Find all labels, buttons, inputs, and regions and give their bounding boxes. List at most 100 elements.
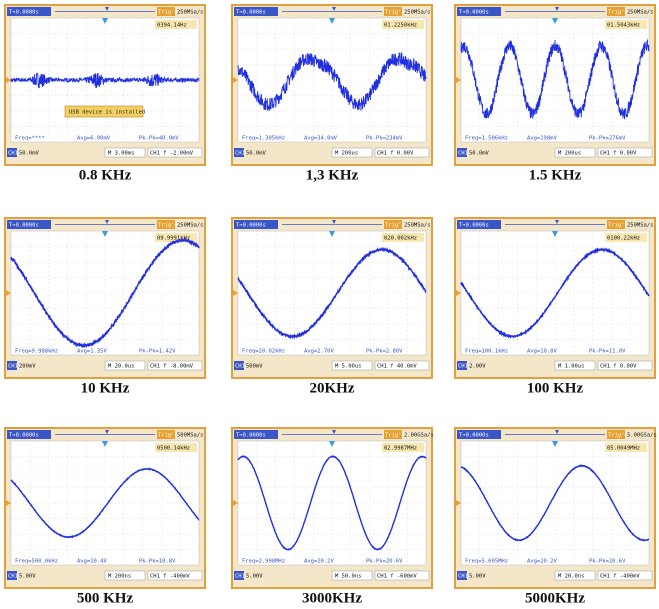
measurement: Avg=6.00mV [77,136,111,142]
caption: 5000KHz [525,590,585,606]
caption: 100 KHz [527,380,584,396]
measurement: Freq=100.1kHz [465,349,508,355]
frequency: 01.2250kHz [384,23,417,29]
measurement: Pk-Pk=20.6V [366,559,403,565]
measurement: Avg=34.0mV [304,136,338,142]
caption: 1,3 KHz [306,167,359,183]
measurement: Freq=1.305kHz [242,136,285,142]
time-offset: T→0.0000s [459,222,489,228]
timebase: M 50.0ns [335,573,362,579]
channel: CH1 [458,363,468,369]
frequency: 02.9987MHz [384,446,417,452]
timebase: M 1.00us [558,363,585,369]
time-offset: T→0.0000s [236,9,266,15]
timebase: M 20.0ns [558,573,585,579]
channel-scale: 5.00V [469,573,486,579]
trigger-status: Trig'd [385,222,405,228]
measurement: Avg=10.8V [527,349,557,355]
measurement: Pk-Pk=234mV [366,136,403,142]
trigger-level: CH1 f 0.00V [377,150,414,156]
channel: CH1 [8,363,18,369]
trigger-status: Trig'd [608,432,628,438]
caption: 3000KHz [302,590,362,606]
trigger-level: CH1 f -400mV [150,573,190,579]
sample-rate: 500MSa/s [177,432,204,438]
measurement: Avg=198mV [527,136,557,142]
frequency: 0100.22kHz [607,236,640,242]
scope-panel: T→0.0000sTrig'd250MSa/s09.9991kHzFreq=9.… [5,218,205,378]
measurement: Avg=2.70V [304,349,334,355]
sample-rate: 250MSa/s [627,222,654,228]
trigger-status: Trig'd [385,432,405,438]
measurement: Pk-Pk=10.8V [139,559,176,565]
measurement: Freq=20.02kHz [242,349,285,355]
timebase: M 20.0us [108,363,135,369]
caption: 20KHz [310,380,355,396]
trigger-status: Trig'd [158,9,178,15]
trigger-status: Trig'd [158,222,178,228]
channel: CH1 [235,363,245,369]
channel: CH1 [8,573,18,579]
channel-scale: 50.0mV [246,150,267,156]
measurement: Freq=2.998MHz [242,559,285,565]
measurement: Freq=1.506kHz [465,136,508,142]
time-offset: T→0.0000s [459,9,489,15]
trigger-level: CH1 f -600mV [377,573,417,579]
time-offset: T→0.0000s [9,432,39,438]
trigger-level: CH1 f -8.00mV [150,363,194,369]
time-offset: T→0.0000s [9,9,39,15]
channel: CH1 [458,150,468,156]
figure: T→0.0000sTrig'd250MSa/s0394.14HzUSB devi… [0,0,659,609]
timebase: M 3.00ms [108,150,135,156]
measurement: Avg=10.4V [77,559,107,565]
channel-scale: 2.00V [469,363,486,369]
measurement: Avg=1.35V [77,349,107,355]
trigger-status: Trig'd [608,9,628,15]
trigger-level: CH1 f 0.00V [600,150,637,156]
measurement: Freq=5.005MHz [465,559,508,565]
channel: CH1 [235,150,245,156]
channel-scale: 5.00V [246,573,263,579]
channel: CH1 [458,573,468,579]
caption: 10 KHz [81,380,130,396]
sample-rate: 5.00GSa/s [627,432,657,438]
measurement: Pk-Pk=2.80V [366,349,403,355]
sample-rate: 250MSa/s [177,9,204,15]
measurement: Pk-Pk=1.42V [139,349,176,355]
frequency: 020.002kHz [384,236,417,242]
timebase: M 200us [558,150,581,156]
overlay-message: USB device is installed [69,110,145,116]
measurement: Freq=9.988kHz [15,349,58,355]
caption: 1.5 KHz [529,167,582,183]
measurement: Freq=**** [15,136,45,142]
channel-scale: 50.0mV [19,150,40,156]
channel-scale: 50.0mV [469,150,490,156]
timebase: M 200ns [108,573,131,579]
trigger-status: Trig'd [158,432,178,438]
measurement: Pk-Pk=276mV [589,136,626,142]
trigger-status: Trig'd [608,222,628,228]
frequency: 01.5043kHz [607,23,640,29]
trigger-level: CH1 f 40.0mV [377,363,417,369]
caption: 0.8 KHz [79,167,132,183]
trigger-status: Trig'd [385,9,405,15]
channel: CH1 [8,150,18,156]
measurement: Avg=20.2V [527,559,557,565]
channel-scale: 200mV [19,363,36,369]
timebase: M 5.00us [335,363,362,369]
measurement: Pk-Pk=20.6V [589,559,626,565]
trigger-level: CH1 f 0.00V [600,363,637,369]
trigger-level: CH1 f -2.00mV [150,150,194,156]
sample-rate: 250MSa/s [404,222,431,228]
caption: 500 KHz [77,590,134,606]
measurement: Pk-Pk=40.0mV [139,136,179,142]
measurement: Avg=20.2V [304,559,334,565]
time-offset: T→0.0000s [236,432,266,438]
frequency: 05.0049MHz [607,446,640,452]
scope-panel: T→0.0000sTrig'd250MSa/s01.2250kHzFreq=1.… [232,5,432,165]
channel: CH1 [235,573,245,579]
